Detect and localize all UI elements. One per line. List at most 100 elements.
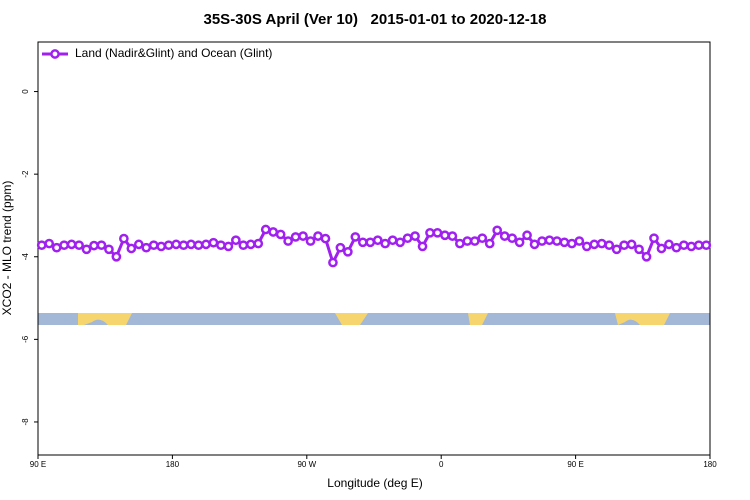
y-tick-label: -8 [21,418,30,426]
chart-title: 35S-30S April (Ver 10) 2015-01-01 to 202… [204,11,547,28]
data-point [96,240,107,251]
data-point [74,240,84,251]
data-point [574,236,585,246]
data-point [163,240,174,251]
data-point [649,233,659,244]
data-point [171,239,181,250]
x-tick-label: 90 E [30,460,46,469]
data-point [268,227,279,237]
data-point [477,233,488,244]
data-point [104,244,114,255]
data-point [455,238,465,249]
data-point [44,238,55,249]
data-point [320,233,331,244]
ocean-band [38,313,710,325]
data-point [462,236,473,246]
data-point [156,241,167,252]
data-point [66,239,77,250]
data-point [522,230,532,241]
data-point [343,246,353,257]
data-point [417,241,428,252]
land [615,313,670,325]
data-point [395,237,405,248]
data-point [604,240,615,251]
x-tick-label: 0 [439,460,444,469]
data-point [290,232,301,242]
data-point [469,236,480,246]
data-point [81,244,92,255]
data-point [686,241,697,252]
data-point [440,230,450,241]
data-point [126,243,137,254]
data-point [275,229,286,240]
data-point [365,237,376,248]
data-point [148,240,159,251]
data-point [253,238,264,249]
data-point [641,251,652,262]
data-point [537,236,547,246]
data-point [410,231,420,241]
data-point [656,243,667,254]
y-tick-label: -2 [21,170,30,178]
land [78,313,132,325]
map-strip [38,313,710,325]
data-point [51,242,62,253]
y-axis-label: XCO2 - MLO trend (ppm) [0,181,14,316]
x-tick-label: 180 [703,460,717,469]
data-point [119,233,129,244]
data-point [216,240,226,251]
data-point [238,240,249,251]
data-point [59,240,69,251]
data-point [552,236,562,246]
data-point [231,235,241,246]
land [468,313,488,325]
data-point [335,242,346,253]
data-point [492,225,503,236]
legend-label: Land (Nadir&Glint) and Ocean (Glint) [75,46,272,60]
data-point [89,240,99,251]
plot-frame [37,41,711,456]
x-tick-label: 90 E [567,460,583,469]
y-tick-label: 0 [21,89,30,94]
data-point [619,240,629,251]
data-point [201,239,211,250]
data-point [529,239,540,250]
y-tick-label: -6 [21,335,30,343]
data-point [350,232,361,242]
data-point [283,236,293,246]
data-point [313,231,323,241]
data-point [671,242,682,253]
data-point [245,239,256,250]
data-point [589,239,600,250]
x-axis-label: Longitude (deg E) [327,476,422,490]
data-point [611,244,622,255]
data-point [701,240,712,251]
data-point [447,231,458,241]
data-point [305,236,316,246]
data-point [432,227,443,238]
data-point [208,237,219,248]
data-point [133,239,144,250]
data-point [567,238,577,249]
land [335,313,368,325]
data-point [693,240,704,251]
data-point [223,241,234,252]
x-tick-label: 180 [166,460,180,469]
y-tick-label: -4 [21,253,30,261]
data-point [499,231,510,241]
data-point [193,240,204,251]
data-point [514,237,525,248]
data-point [357,237,368,248]
data-point [634,244,644,255]
data-point [679,240,689,251]
data-point [36,240,47,251]
data-point [380,238,391,249]
data-point [111,251,122,262]
data-point [178,240,189,251]
x-tick-label: 90 W [297,460,316,469]
data-point [559,237,570,248]
data-point [402,233,413,244]
data-point [141,242,152,253]
data-point [484,238,495,249]
